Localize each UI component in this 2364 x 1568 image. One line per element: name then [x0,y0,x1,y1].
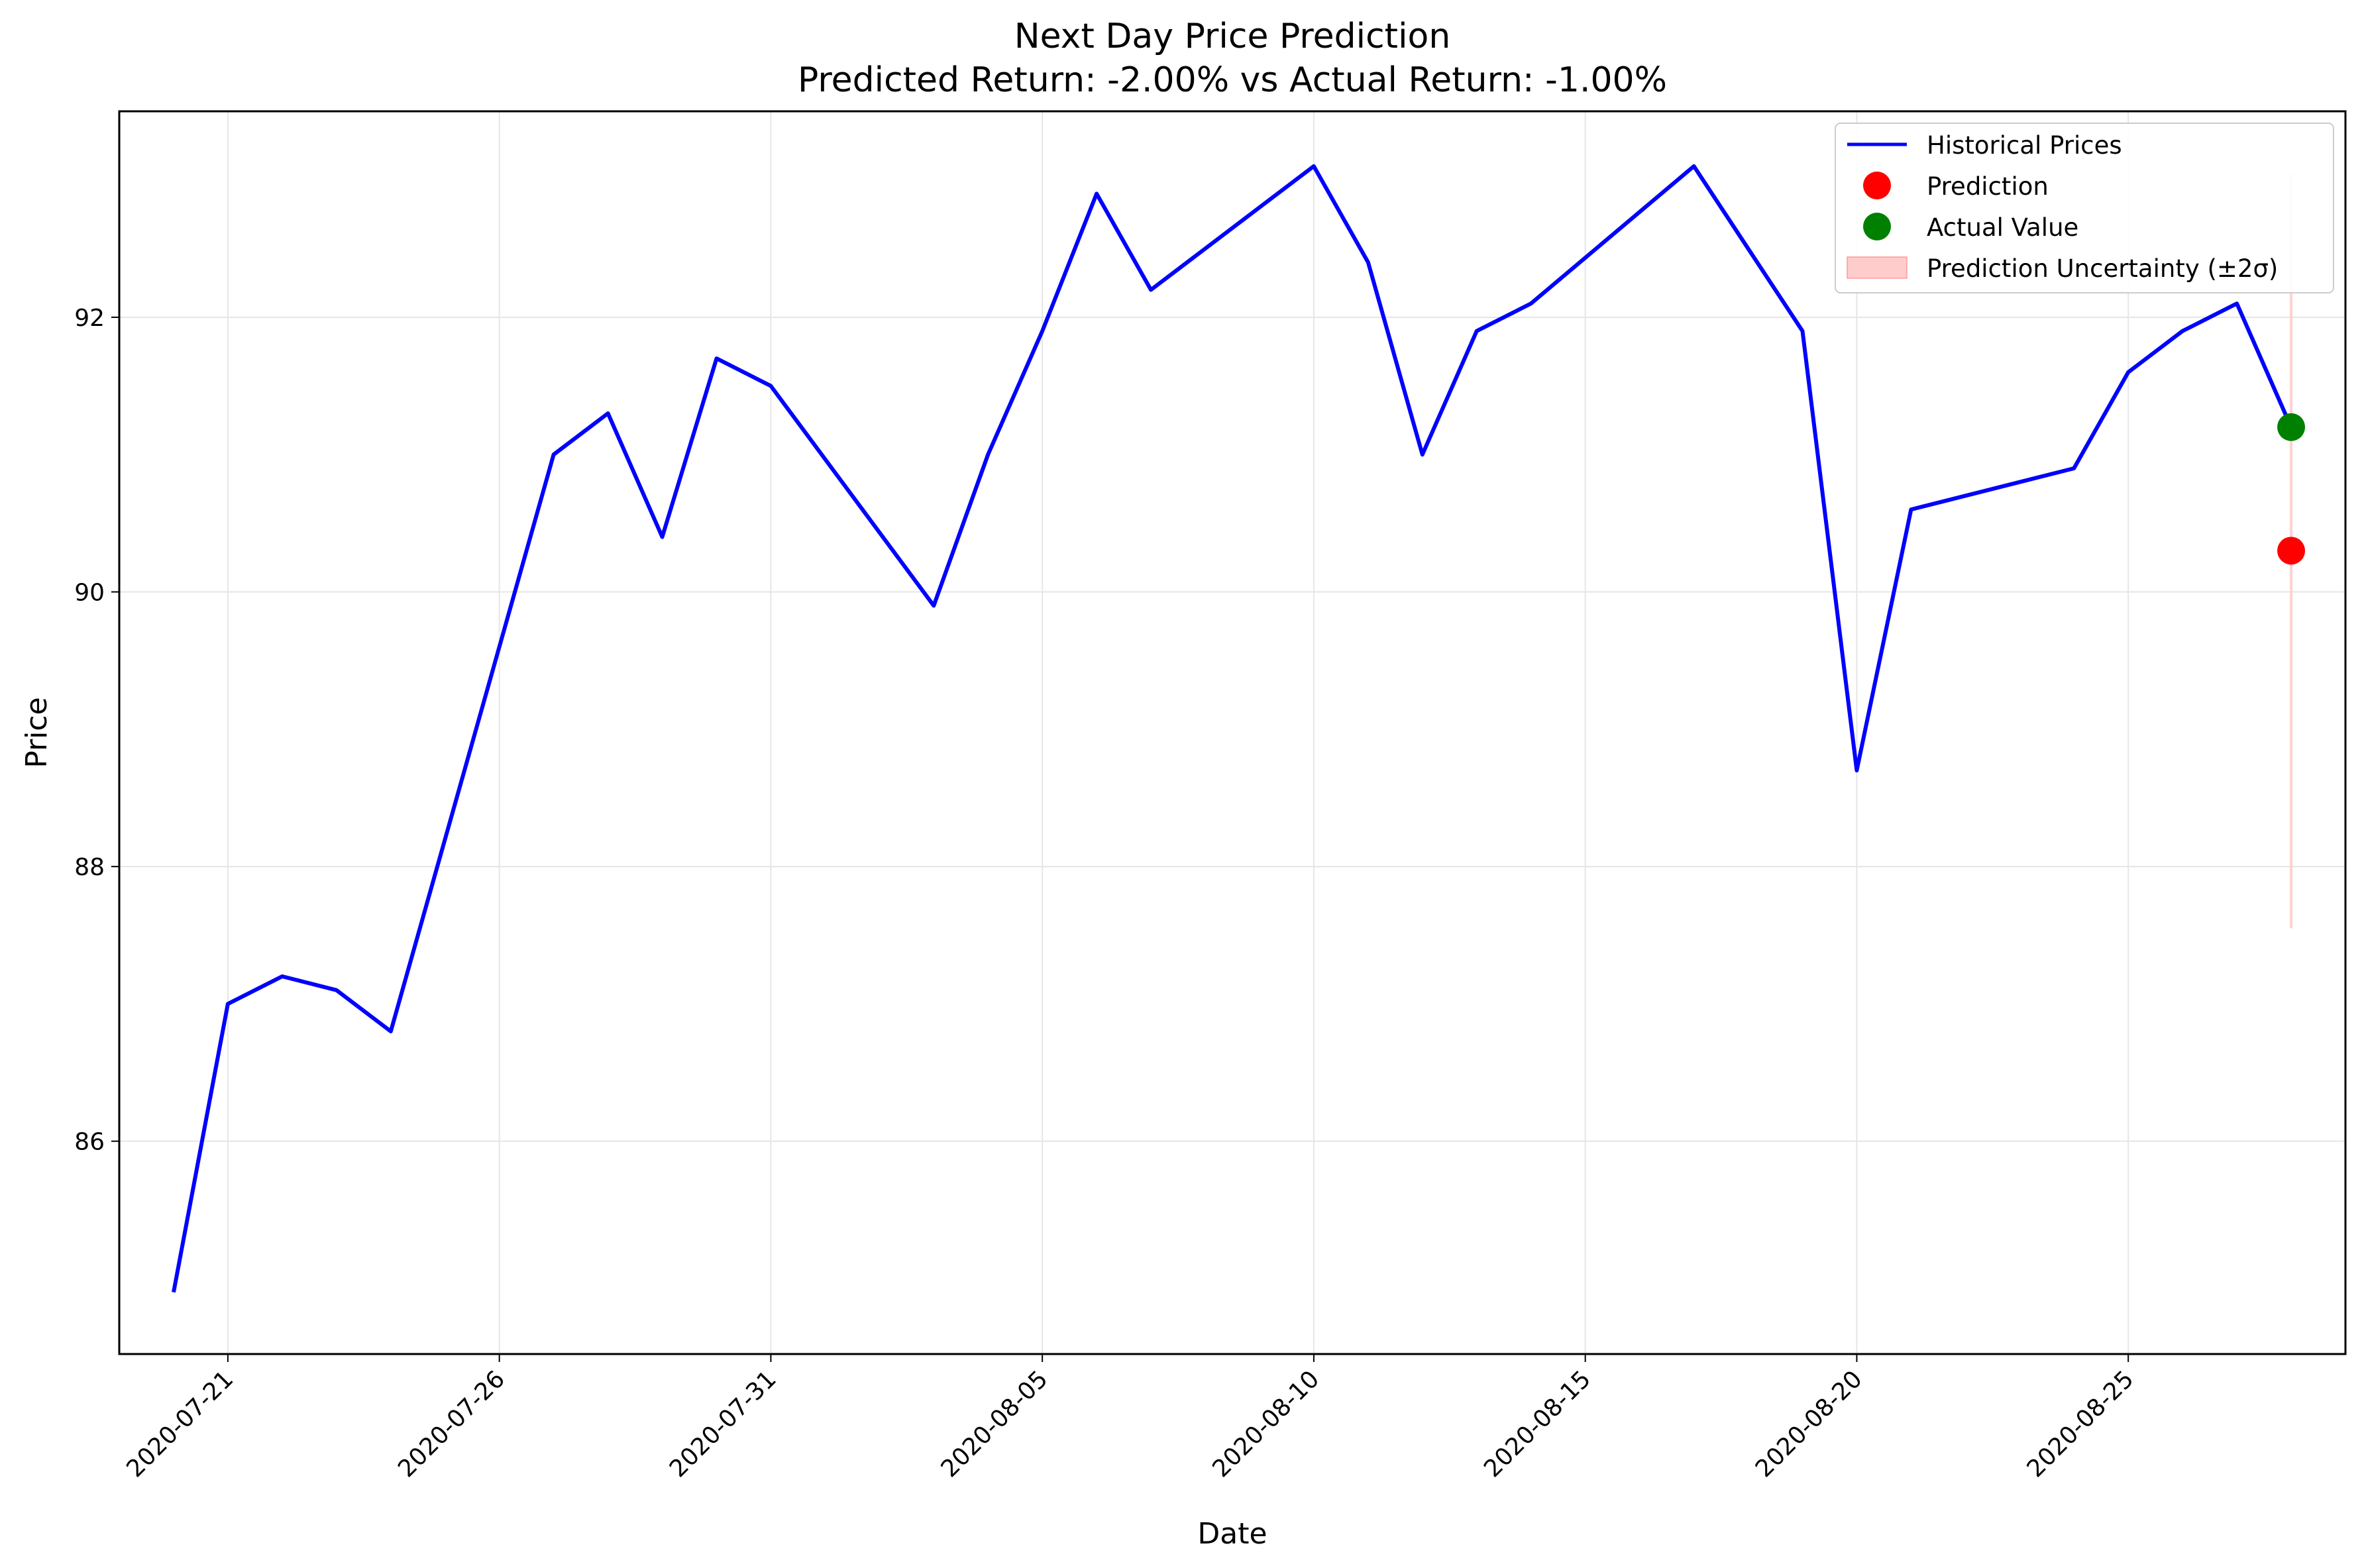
chart-title: Next Day Price Prediction [1014,17,1451,56]
legend: Historical Prices Prediction Actual Valu… [1835,123,2334,293]
y-tick-label: 92 [74,305,105,332]
legend-swatch-prediction [1863,172,1891,199]
point-layer [2277,413,2306,565]
legend-label-historical: Historical Prices [1927,131,2122,160]
legend-swatch-uncertainty [1847,256,1907,279]
prediction-point [2277,537,2306,565]
legend-box [1835,123,2334,293]
grid-lines [119,111,2345,1354]
legend-label-uncertainty: Prediction Uncertainty (±2σ) [1927,254,2278,283]
y-axis-ticks: 86 88 90 92 [74,305,119,1156]
chart-subtitle: Predicted Return: -2.00% vs Actual Retur… [798,60,1667,100]
historical-price-line [172,164,2293,1293]
y-tick-label: 88 [74,854,105,881]
y-axis-label: Price [20,697,54,768]
x-axis-label: Date [1197,1517,1267,1551]
legend-label-actual: Actual Value [1927,213,2078,242]
y-tick-label: 90 [74,580,105,607]
legend-swatch-actual [1863,213,1891,240]
plot-area-frame [118,110,2347,1355]
historical-line-layer [172,164,2293,1293]
y-tick-label: 86 [74,1129,105,1156]
actual-value-point [2277,413,2306,441]
legend-label-prediction: Prediction [1927,172,2049,201]
